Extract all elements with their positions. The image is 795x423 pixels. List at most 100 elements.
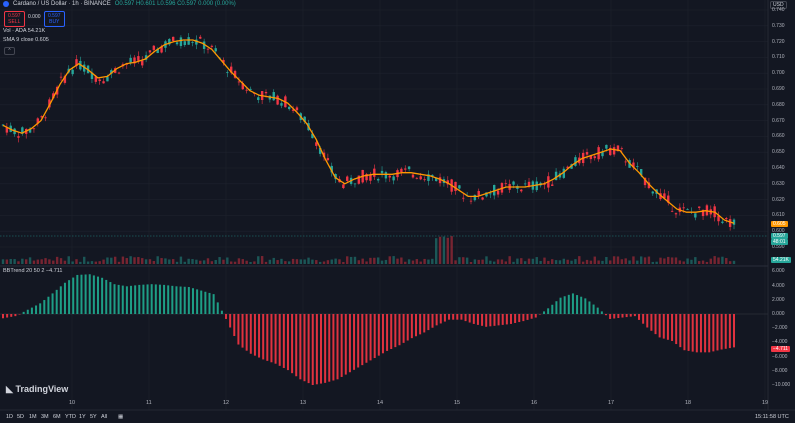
bbtrend-bar [518,314,521,323]
candle-body [206,48,210,50]
candle-body [303,116,306,122]
bbtrend-bar [167,285,170,314]
bbtrend-bar [315,314,318,385]
volume-bar [585,259,589,264]
bbtrend-bar [10,314,13,317]
bbtrend-bar [270,314,273,363]
tradingview-wordmark: TradingView [15,384,69,394]
range-button-5d[interactable]: 5D [17,414,25,420]
candle-body [318,147,322,154]
bbtrend-bar [650,314,653,331]
sma-legend[interactable]: SMA 9 close 0.605 [3,37,49,43]
bbtrend-bar [633,314,636,317]
volume-legend[interactable]: Vol · ADA 54.21K [3,28,46,34]
bbtrend-bar [613,314,616,319]
bbtrend-bar [505,314,508,325]
chart-legend-header: Cardano / US Dollar · 1h · BINANCE O0.59… [3,1,236,7]
candle-body [504,183,508,185]
volume-bar [237,258,241,264]
bbtrend-bar [158,284,161,314]
bbtrend-bar [386,314,389,351]
bbtrend-bar [514,314,517,323]
candle-body [593,156,596,159]
sell-button[interactable]: 0.597 SELL [4,11,25,27]
volume-bar [562,258,566,264]
range-button-3m[interactable]: 3M [41,414,49,420]
price-tick: 0.710 [772,54,785,61]
symbol-title[interactable]: Cardano / US Dollar · 1h · BINANCE [13,1,111,7]
buy-label: BUY [49,19,60,25]
bbtrend-bar [687,314,690,351]
volume-bar [581,261,585,264]
volume-bar [504,261,508,264]
bbtrend-bar [526,314,529,320]
volume-bar [330,259,333,264]
candle-body [605,144,608,149]
oscillator-tick: −4.000 [772,339,788,346]
candle-body [272,92,275,101]
buy-button[interactable]: 0.597 BUY [44,11,65,27]
volume-bar [156,256,159,264]
candle-body [535,181,538,191]
range-button-1m[interactable]: 1M [29,414,37,420]
candle-body [40,116,43,118]
bbtrend-bar [353,314,356,370]
candle-body [179,37,183,46]
candle-body [17,136,20,138]
time-tick: 19 [762,400,769,406]
volume-bar [612,256,616,264]
buy-price: 0.597 [48,13,61,19]
oscillator-tick: −2.000 [772,325,788,332]
candle-body [133,57,136,64]
volume-bar [357,260,361,264]
bbtrend-legend[interactable]: BBTrend 20 50 2 −4.711 [3,268,63,274]
candle-body [400,168,403,173]
range-button-ytd[interactable]: YTD [65,414,76,420]
time-tick: 11 [146,400,152,406]
utc-clock[interactable]: 15:11:58 UTC [755,414,789,420]
candle-body [373,168,376,177]
candle-body [291,109,295,111]
collapse-legend-button[interactable]: ⌃ [4,47,15,55]
volume-bar [94,261,98,264]
volume-bar [179,256,183,264]
range-button-5y[interactable]: 5Y [90,414,97,420]
volume-bar [643,257,647,264]
currency-selector[interactable]: USD [770,1,787,9]
volume-bar [485,256,488,264]
candle-body [380,170,384,174]
volume-bar [36,259,40,264]
volume-bar [427,259,430,264]
bbtrend-bar [563,296,566,314]
volume-bar [547,260,550,264]
volume-bar [191,259,194,264]
bbtrend-bar [68,280,71,314]
volume-bar [531,258,535,264]
candle-body [44,117,47,119]
candle-body [5,127,9,133]
volume-bar [55,256,59,264]
candle-body [682,207,685,209]
bbtrend-bar [51,293,54,314]
volume-bar [284,261,287,264]
calendar-range-icon[interactable]: ▦ [118,414,124,420]
candle-body [620,148,624,150]
candle-body [141,60,144,66]
price-tick: 0.740 [772,7,785,13]
volume-bar [543,257,546,264]
range-button-6m[interactable]: 6M [53,414,61,420]
candle-body [701,209,705,217]
candle-body [183,41,186,46]
volume-bar [168,259,171,264]
bbtrend-bar [443,314,446,322]
bbtrend-bar [92,275,95,314]
volume-bar [434,238,438,264]
bbtrend-bar [134,285,137,314]
tradingview-logo[interactable]: ◣ TradingView [6,384,68,395]
candle-body [616,145,620,152]
range-button-1y[interactable]: 1Y [79,414,86,420]
bbtrend-bar [336,314,339,380]
range-button-1d[interactable]: 1D [6,414,14,420]
range-button-all[interactable]: All [101,414,108,420]
